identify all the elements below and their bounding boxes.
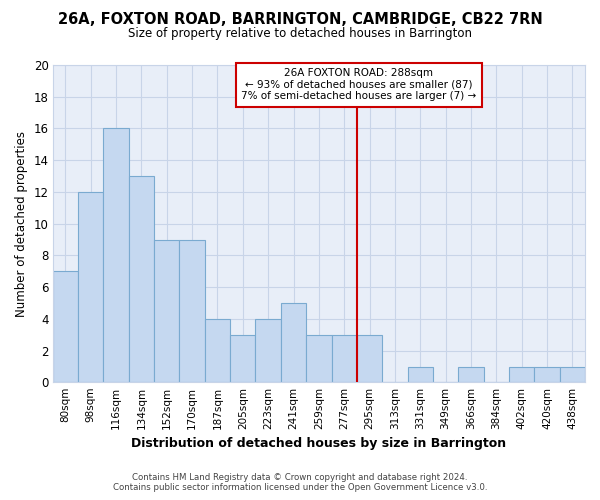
Bar bbox=[205, 319, 230, 382]
Bar bbox=[179, 240, 205, 382]
X-axis label: Distribution of detached houses by size in Barrington: Distribution of detached houses by size … bbox=[131, 437, 506, 450]
Text: Size of property relative to detached houses in Barrington: Size of property relative to detached ho… bbox=[128, 28, 472, 40]
Bar bbox=[78, 192, 103, 382]
Text: 26A, FOXTON ROAD, BARRINGTON, CAMBRIDGE, CB22 7RN: 26A, FOXTON ROAD, BARRINGTON, CAMBRIDGE,… bbox=[58, 12, 542, 28]
Bar bbox=[332, 335, 357, 382]
Bar bbox=[154, 240, 179, 382]
Bar bbox=[53, 272, 78, 382]
Y-axis label: Number of detached properties: Number of detached properties bbox=[15, 130, 28, 316]
Bar bbox=[458, 366, 484, 382]
Bar bbox=[281, 303, 306, 382]
Text: 26A FOXTON ROAD: 288sqm
← 93% of detached houses are smaller (87)
7% of semi-det: 26A FOXTON ROAD: 288sqm ← 93% of detache… bbox=[241, 68, 476, 102]
Bar bbox=[256, 319, 281, 382]
Bar bbox=[560, 366, 585, 382]
Bar bbox=[509, 366, 535, 382]
Bar bbox=[230, 335, 256, 382]
Bar bbox=[535, 366, 560, 382]
Bar bbox=[103, 128, 129, 382]
Text: Contains HM Land Registry data © Crown copyright and database right 2024.
Contai: Contains HM Land Registry data © Crown c… bbox=[113, 473, 487, 492]
Bar bbox=[407, 366, 433, 382]
Bar bbox=[129, 176, 154, 382]
Bar bbox=[357, 335, 382, 382]
Bar bbox=[306, 335, 332, 382]
